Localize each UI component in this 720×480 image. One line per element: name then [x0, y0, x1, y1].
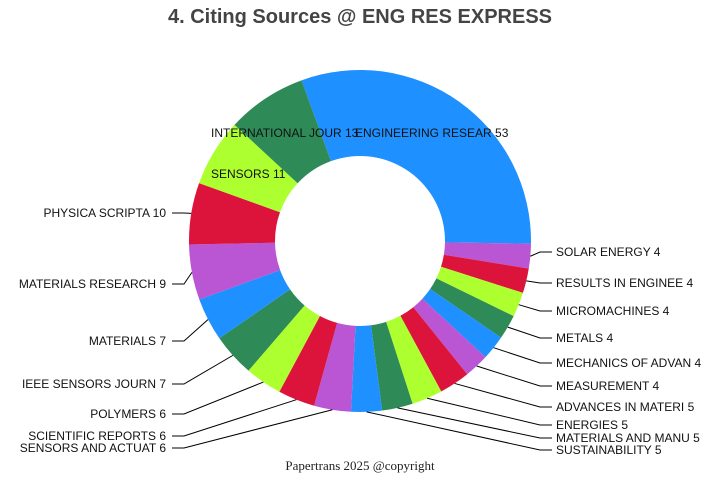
slice-label: MICROMACHINES 4 — [556, 304, 670, 318]
slice-label: MECHANICS OF ADVAN 4 — [556, 356, 701, 370]
slice-metals[interactable] — [430, 278, 514, 338]
slice-label: RESULTS IN ENGINEE 4 — [556, 276, 693, 290]
slice-label: ADVANCES IN MATERI 5 — [556, 400, 695, 414]
slice-materials-research[interactable] — [189, 242, 281, 300]
slice-label: SENSORS 11 — [211, 167, 286, 181]
slice-ieee-sensors-journ[interactable] — [219, 289, 305, 371]
slice-scientific-reports[interactable] — [279, 315, 338, 406]
slice-results-in-enginee[interactable] — [440, 254, 529, 293]
leader-line — [493, 347, 552, 364]
slice-materials[interactable] — [199, 270, 291, 339]
slice-micromachines[interactable] — [436, 266, 523, 317]
slice-label: MATERIALS RESEARCH 9 — [19, 277, 166, 291]
slice-label: ENGINEERING RESEAR 53 — [355, 126, 509, 140]
leader-line — [518, 304, 552, 312]
slice-international-jour[interactable] — [234, 80, 331, 184]
slice-label: MEASUREMENT 4 — [556, 379, 659, 393]
slice-sustainability[interactable] — [350, 325, 383, 412]
slice-label: INTERNATIONAL JOUR 13 — [211, 126, 359, 140]
leader-line — [172, 272, 193, 285]
copyright-footer: Papertrans 2025 @copyright — [285, 458, 435, 473]
slice-solar-energy[interactable] — [443, 242, 531, 269]
slice-label: SCIENTIFIC REPORTS 6 — [28, 429, 166, 443]
slice-label: METALS 4 — [556, 331, 613, 345]
leader-line — [172, 409, 333, 449]
leader-line — [507, 326, 552, 339]
slice-engineering-resear[interactable] — [301, 70, 532, 244]
slice-label: POLYMERS 6 — [90, 407, 166, 421]
slice-label: SOLAR ENERGY 4 — [556, 245, 661, 259]
slice-sensors-and-actuat[interactable] — [314, 322, 356, 412]
chart-title: 4. Citing Sources @ ENG RES EXPRESS — [167, 6, 553, 28]
slice-label: IEEE SENSORS JOURN 7 — [22, 377, 166, 391]
slice-label: MATERIALS 7 — [89, 334, 166, 348]
slice-label: ENERGIES 5 — [556, 418, 628, 432]
slice-label: SENSORS AND ACTUAT 6 — [20, 441, 167, 455]
slice-physica-scripta[interactable] — [189, 183, 281, 245]
slice-materials-and-manu[interactable] — [371, 321, 413, 411]
leader-line — [476, 365, 552, 387]
leader-line — [397, 407, 552, 439]
leader-line — [172, 319, 209, 342]
leader-line — [172, 399, 297, 437]
leader-line — [454, 382, 552, 408]
slice-measurement[interactable] — [413, 298, 486, 375]
slice-energies[interactable] — [386, 315, 442, 404]
slice-mechanics-of-advan[interactable] — [422, 289, 502, 358]
leader-line — [530, 251, 552, 257]
leader-line — [427, 397, 552, 426]
leader-line — [366, 411, 552, 451]
slice-advances-in-materi[interactable] — [400, 307, 468, 392]
slice-sensors[interactable] — [199, 124, 298, 213]
slice-label: PHYSICA SCRIPTA 10 — [44, 206, 167, 220]
leader-line — [526, 280, 552, 284]
leader-line — [172, 354, 234, 385]
slice-polymers[interactable] — [248, 305, 320, 392]
leader-line — [172, 381, 264, 415]
slice-label: MATERIALS AND MANU 5 — [556, 431, 700, 445]
slice-label: SUSTAINABILITY 5 — [556, 443, 662, 457]
